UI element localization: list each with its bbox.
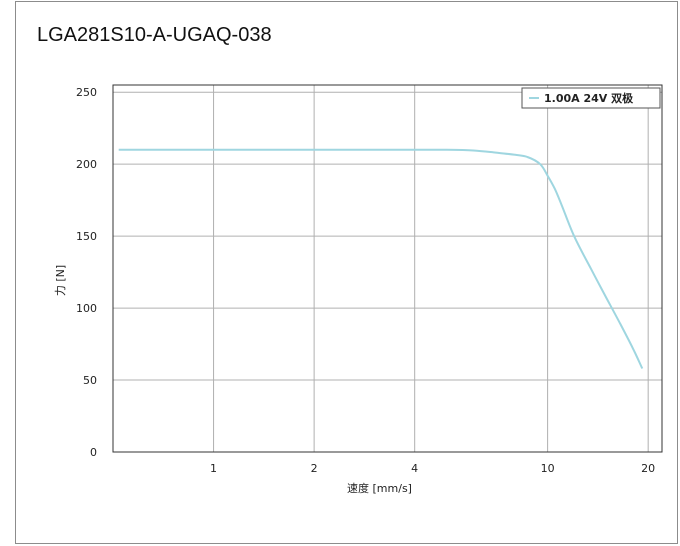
x-axis-label: 速度 [mm/s] xyxy=(347,481,412,495)
y-tick-label: 150 xyxy=(76,230,97,243)
chart-title: LGA281S10-A-UGAQ-038 xyxy=(37,24,272,46)
x-tick-label: 10 xyxy=(541,462,555,475)
legend-label: 1.00A 24V 双极 xyxy=(544,91,634,105)
grid-lines xyxy=(113,85,662,453)
x-tick-label: 2 xyxy=(311,462,318,475)
legend: 1.00A 24V 双极 xyxy=(521,87,661,109)
legend-box xyxy=(521,87,661,109)
y-tick-label: 100 xyxy=(76,302,97,315)
y-axis-label: 力 [N] xyxy=(54,265,67,296)
y-tick-label: 200 xyxy=(76,158,97,171)
y-tick-label: 250 xyxy=(76,86,97,99)
y-tick-labels: 0 50 100 150 200 250 xyxy=(76,86,97,459)
x-tick-labels: 1 2 4 10 20 xyxy=(210,462,655,475)
x-tick-label: 4 xyxy=(411,462,418,475)
series-line xyxy=(118,148,644,369)
y-tick-label: 0 xyxy=(90,446,97,459)
x-tick-label: 1 xyxy=(210,462,217,475)
plot-area-border xyxy=(112,84,663,453)
y-tick-label: 50 xyxy=(83,374,97,387)
x-tick-label: 20 xyxy=(641,462,655,475)
series-group xyxy=(118,148,644,369)
